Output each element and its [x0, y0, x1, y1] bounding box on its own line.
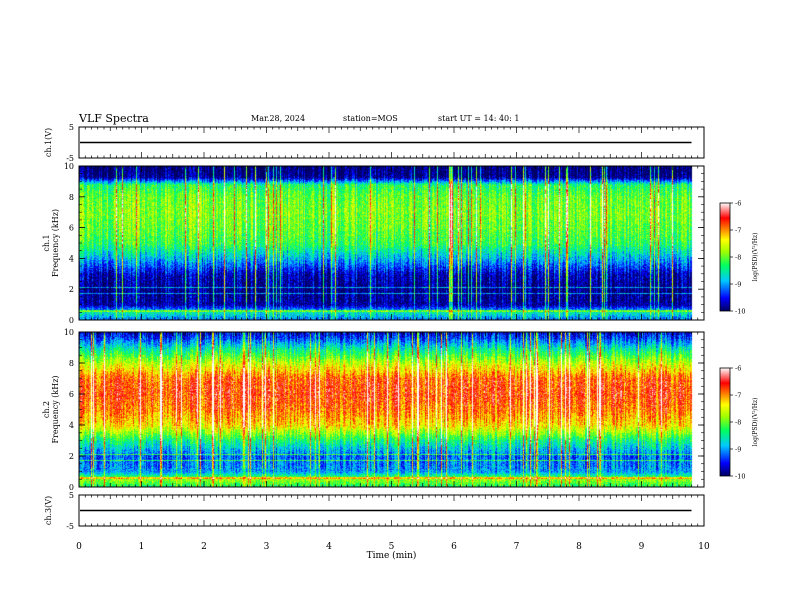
colorbar-label: log(PSD)(V²/Hz)	[752, 398, 759, 447]
x-tick-label: 4	[326, 542, 332, 552]
y-axis-label: Frequency (kHz)	[51, 375, 60, 443]
y-tick-label: 5	[69, 491, 74, 500]
y-tick-label: 8	[69, 359, 74, 368]
x-tick-label: 8	[576, 542, 582, 552]
y-tick-label: 0	[69, 316, 74, 325]
y-tick-label: 4	[69, 421, 74, 430]
y-tick-label: 2	[69, 285, 74, 294]
y-axis-label: ch.1(V)	[44, 128, 53, 157]
ch2-spectrogram-raster	[79, 332, 704, 487]
ch1-spectrogram-raster	[79, 166, 704, 320]
colorbar-tick-label: -9	[735, 446, 741, 454]
y-tick-label: 2	[69, 452, 74, 461]
x-tick-label: 10	[698, 542, 710, 552]
colorbar-tick-label: -6	[735, 365, 741, 373]
station-label: station=MOS	[343, 114, 398, 123]
x-tick-label: 6	[451, 542, 457, 552]
colorbar-tick-label: -6	[735, 200, 741, 208]
x-tick-label: 2	[201, 542, 207, 552]
y-axis-label: ch.1	[42, 234, 51, 251]
colorbar-tick-label: -10	[735, 473, 745, 481]
y-tick-label: 10	[64, 162, 74, 171]
y-tick-label: 6	[69, 390, 74, 399]
x-tick-label: 9	[639, 542, 645, 552]
ch1-spectrogram-panel: 0 2 4 6 8 10 ch.1 Frequency (kHz) -6 -7 -8 -9 -10 log…	[42, 162, 759, 325]
x-tick-label: 1	[139, 542, 145, 552]
y-tick-label: 4	[69, 254, 74, 263]
ch1-spectrogram-colorbar	[719, 202, 731, 312]
plot-title: VLF Spectra	[79, 112, 149, 125]
y-tick-label: 5	[69, 123, 74, 132]
ch2-spectrogram-colorbar	[719, 367, 731, 477]
y-tick-label: 0	[69, 483, 74, 492]
start-time-label: start UT = 14: 40: 1	[438, 114, 520, 123]
y-tick-label: -5	[66, 154, 74, 163]
colorbar-tick-label: -7	[735, 227, 741, 235]
colorbar-tick-label: -7	[735, 392, 741, 400]
colorbar-tick-label: -10	[735, 308, 745, 316]
date-label: Mar.28, 2024	[251, 114, 306, 123]
x-tick-label: 0	[76, 542, 82, 552]
x-tick-label: 5	[389, 542, 395, 552]
ch2-spectrogram-panel: 0 2 4 6 8 10 ch.2 Frequency (kHz) -6 -7 -8 -9 -10 log…	[42, 328, 759, 492]
y-tick-label: -5	[66, 522, 74, 531]
y-tick-label: 10	[64, 328, 74, 337]
colorbar-label: log(PSD)(V²/Hz)	[752, 233, 759, 282]
y-axis-label: ch.3(V)	[44, 496, 53, 525]
y-tick-label: 8	[69, 193, 74, 202]
ch1-waveform-panel: 5 -5 ch.1(V)	[44, 123, 705, 163]
colorbar-tick-label: -8	[735, 419, 741, 427]
y-axis-label: Frequency (kHz)	[51, 209, 60, 277]
colorbar-tick-label: -9	[735, 281, 741, 289]
colorbar-tick-label: -8	[735, 254, 741, 262]
x-tick-label: 3	[264, 542, 270, 552]
y-tick-label: 6	[69, 224, 74, 233]
x-axis-label: Time (min)	[367, 550, 417, 561]
ch3-waveform-panel: 5 -5 ch.3(V)	[44, 491, 705, 531]
x-tick-label: 7	[514, 542, 520, 552]
y-axis-label: ch.2	[42, 401, 51, 418]
